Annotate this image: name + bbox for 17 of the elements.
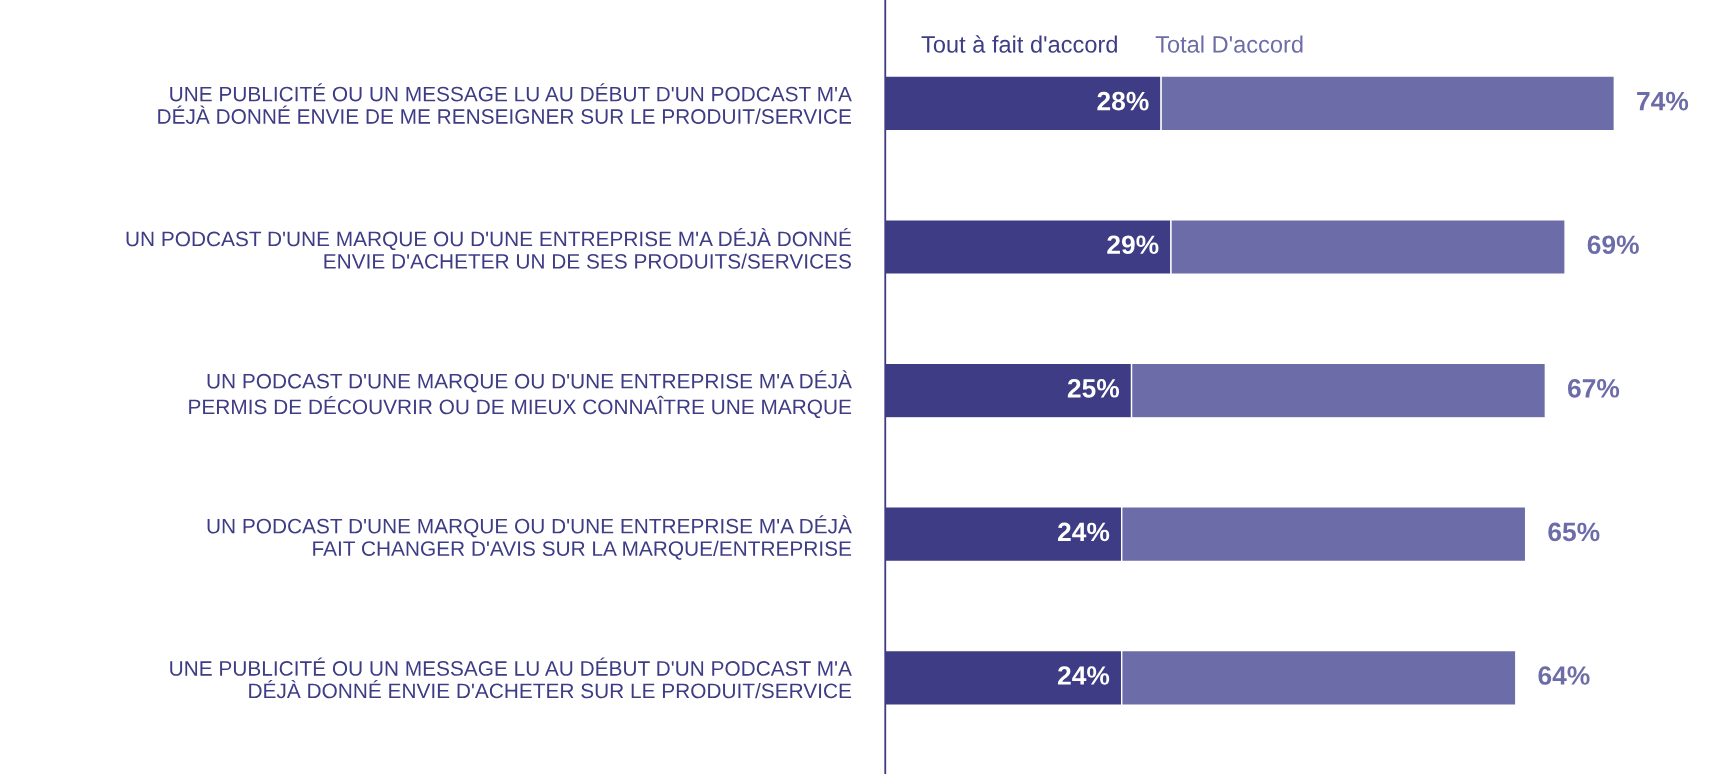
total-label: 65% [1548,522,1600,542]
data-label: 28% [1097,91,1149,111]
data-label: 24% [1057,666,1110,685]
series-label: Total D'accord [1155,35,1303,53]
data-label: 25% [1067,378,1120,398]
y-tick-label: UNE PUBLICITÉ OU UN MESSAGE LU AU DÉBUT D'UN PODCAST M'A DÉJÀ DONNÉ ENVIE D'ACHETER SUR LE PRODUIT/SERVICE [170,657,852,699]
series-label: Tout à fait d'accord [921,35,1117,53]
data-label: 24% [1057,522,1110,542]
y-tick-label: UN PODCAST D'UNE MARQUE OU D'UNE ENTREPRISE M'A DÉJÀ FAIT CHANGER D'AVIS SUR LA MARQUE/ENTREPRISE [207,515,852,560]
data-label: 29% [1107,235,1159,255]
total-label: 64% [1538,666,1590,685]
total-label: 67% [1568,378,1620,398]
y-tick-label: UN PODCAST D'UNE MARQUE OU D'UNE ENTREPRISE M'A DÉJÀ PERMIS DE DÉCOUVRIR OU DE MIEUX CONNAÎTRE UNE MARQUE [189,370,852,418]
total-label: 74% [1637,91,1689,111]
y-tick-label: UN PODCAST D'UNE MARQUE OU D'UNE ENTREPRISE M'A DÉJÀ DONNÉ ENVIE D'ACHETER UN DE SES PRODUITS/SERVICES [126,228,852,269]
y-tick-label: UNE PUBLICITÉ OU UN MESSAGE LU AU DÉBUT D'UN PODCAST M'A DÉJÀ DONNÉ ENVIE DE ME RENSEIGNER SUR LE PRODUIT/SERVICE [158,83,852,124]
total-label: 69% [1587,235,1639,255]
